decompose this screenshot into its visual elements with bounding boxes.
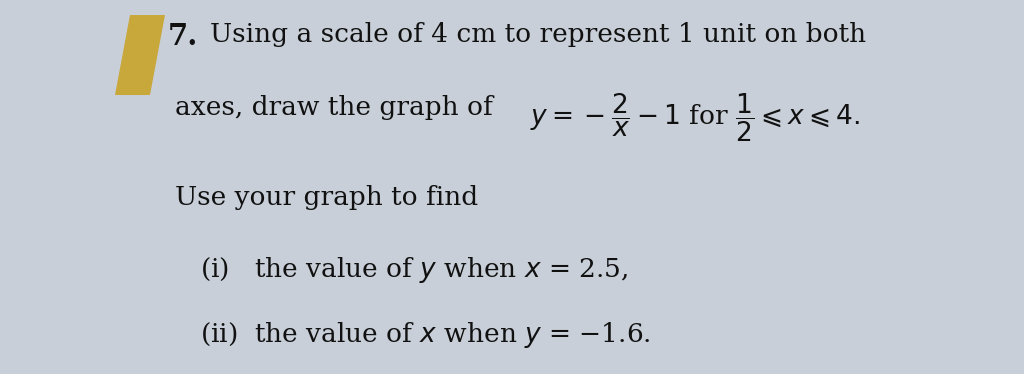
Polygon shape [115,15,165,95]
Text: Use your graph to find: Use your graph to find [175,185,478,210]
Text: (ii)  the value of $x$ when $y$ = −1.6.: (ii) the value of $x$ when $y$ = −1.6. [200,320,651,350]
Text: Using a scale of 4 cm to represent 1 unit on both: Using a scale of 4 cm to represent 1 uni… [210,22,866,47]
Text: 7.: 7. [168,22,199,51]
Text: axes, draw the graph of: axes, draw the graph of [175,95,501,120]
Text: (i)   the value of $y$ when $x$ = 2.5,: (i) the value of $y$ when $x$ = 2.5, [200,255,629,285]
Text: $y = -\dfrac{2}{x}-1$ for $\dfrac{1}{2} \leqslant x \leqslant 4.$: $y = -\dfrac{2}{x}-1$ for $\dfrac{1}{2} … [530,92,860,144]
